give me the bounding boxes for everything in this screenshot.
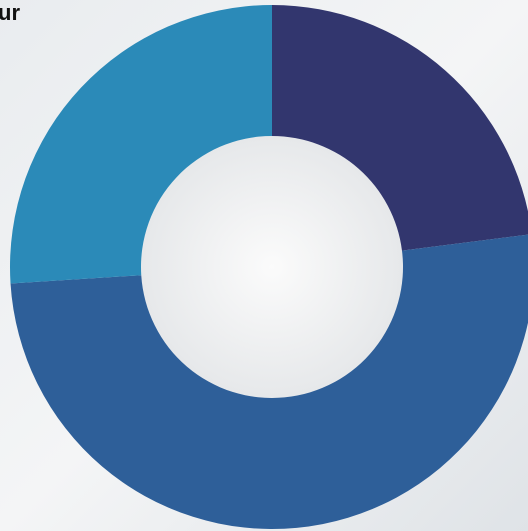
donut <box>9 5 528 529</box>
donut-slice <box>10 234 528 529</box>
chart-title: ur <box>0 0 20 25</box>
donut-slice <box>9 5 272 284</box>
donut-slice <box>272 5 528 251</box>
center-photo <box>141 136 403 398</box>
